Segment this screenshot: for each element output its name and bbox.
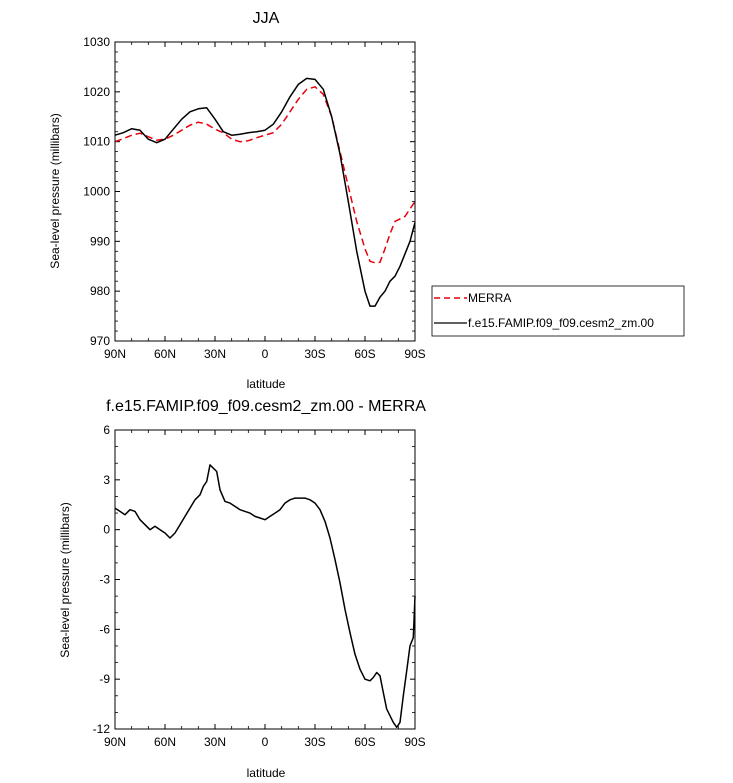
top-ytick-label: 990 <box>90 234 110 248</box>
top-chart-plot-area <box>114 77 416 307</box>
top-xtick-label: 90N <box>104 347 126 361</box>
top-xtick-label: 30S <box>304 347 325 361</box>
top-ytick-label: 1000 <box>83 185 110 199</box>
bottom-xtick-label: 90N <box>104 735 126 749</box>
top-model-line <box>114 77 416 307</box>
bottom-chart-frame <box>114 429 416 730</box>
top-ytick-label: 1020 <box>83 85 110 99</box>
bottom-chart-ylabel: Sea-level pressure (millibars) <box>58 502 72 657</box>
top-xtick-label: 60N <box>154 347 176 361</box>
bottom-xtick-label: 60N <box>154 735 176 749</box>
top-ytick-label: 980 <box>90 284 110 298</box>
top-xtick-label: 0 <box>262 347 269 361</box>
bottom-ytick-label: -9 <box>99 672 110 686</box>
top-chart-ylabel: Sea-level pressure (millibars) <box>48 113 62 268</box>
bottom-ytick-label: 3 <box>103 473 110 487</box>
top-chart-ticks: 90N 60N 30N 0 30S 60S 90S 970 980 990 1000 1010 1020… <box>83 35 425 361</box>
top-ytick-label: 970 <box>90 334 110 348</box>
bottom-xtick-label: 30N <box>204 735 226 749</box>
bottom-ytick-label: -12 <box>93 722 111 736</box>
top-xtick-label: 90S <box>404 347 425 361</box>
bottom-xtick-label: 30S <box>304 735 325 749</box>
legend-model-label: f.e15.FAMIP.f09_f09.cesm2_zm.00 <box>468 316 654 330</box>
top-chart-title: JJA <box>253 10 280 27</box>
bottom-chart-ticks: 90N 60N 30N 0 30S 60S 90S -12 -9 -6 -3 0 3 6 <box>93 423 426 749</box>
bottom-chart: f.e15.FAMIP.f09_f09.cesm2_zm.00 - MERRA … <box>58 398 426 780</box>
bottom-xtick-label: 60S <box>354 735 375 749</box>
top-ytick-label: 1010 <box>83 135 110 149</box>
top-xtick-label: 60S <box>354 347 375 361</box>
bottom-chart-title: f.e15.FAMIP.f09_f09.cesm2_zm.00 - MERRA <box>106 398 426 415</box>
top-chart-frame <box>114 41 416 342</box>
bottom-ytick-label: -6 <box>99 622 110 636</box>
top-merra-line <box>114 86 416 264</box>
top-ytick-label: 1030 <box>83 35 110 49</box>
bottom-ytick-label: 0 <box>103 523 110 537</box>
bottom-xtick-label: 0 <box>262 735 269 749</box>
top-chart-xlabel: latitude <box>247 377 286 391</box>
top-xtick-label: 30N <box>204 347 226 361</box>
bottom-chart-xlabel: latitude <box>247 766 286 780</box>
bottom-chart-plot-area <box>114 464 416 729</box>
legend-merra-label: MERRA <box>468 291 511 305</box>
bottom-xtick-label: 90S <box>404 735 425 749</box>
bottom-difference-line <box>114 464 416 729</box>
legend: MERRA f.e15.FAMIP.f09_f09.cesm2_zm.00 <box>431 285 685 337</box>
top-chart: JJA Sea-level pressure (millibars) latit… <box>48 10 426 391</box>
bottom-ytick-label: 6 <box>103 423 110 437</box>
bottom-ytick-label: -3 <box>99 573 110 587</box>
legend-box <box>431 285 685 337</box>
